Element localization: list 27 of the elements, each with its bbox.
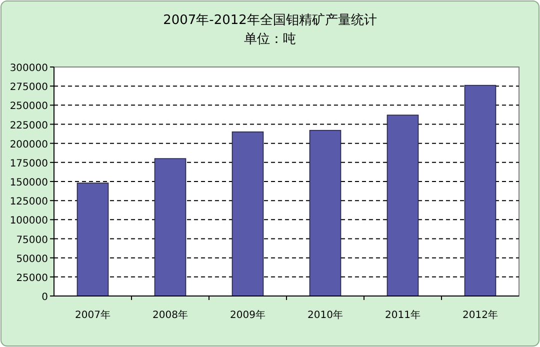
bar bbox=[309, 130, 342, 296]
x-tick-label: 2011年 bbox=[385, 309, 420, 321]
bar bbox=[232, 131, 264, 296]
x-tick-label: 2009年 bbox=[230, 309, 266, 321]
x-tick-label: 2007年 bbox=[75, 309, 110, 321]
y-tick-label: 225000 bbox=[10, 120, 48, 132]
chart-subtitle: 单位：吨 bbox=[244, 32, 296, 47]
y-tick-label: 0 bbox=[42, 292, 48, 303]
x-tick-label: 2012年 bbox=[462, 309, 498, 321]
y-tick-label: 275000 bbox=[10, 82, 48, 94]
y-tick-label: 125000 bbox=[10, 196, 48, 208]
bar bbox=[154, 158, 186, 296]
bar bbox=[386, 114, 419, 296]
y-tick-label: 175000 bbox=[10, 158, 48, 170]
chart-title: 2007年-2012年全国钼精矿产量统计 bbox=[163, 13, 377, 28]
y-tick-label: 25000 bbox=[16, 272, 48, 284]
bar bbox=[76, 182, 109, 296]
y-tick-label: 100000 bbox=[10, 216, 48, 227]
x-tick-label: 2010年 bbox=[308, 309, 343, 321]
x-tick-label: 2008年 bbox=[152, 309, 188, 321]
bar bbox=[464, 84, 496, 296]
y-tick-label: 150000 bbox=[10, 178, 48, 188]
y-tick-label: 75000 bbox=[16, 234, 48, 246]
y-tick-label: 200000 bbox=[10, 139, 48, 150]
y-tick-label: 250000 bbox=[10, 101, 48, 112]
y-tick-label: 300000 bbox=[10, 63, 48, 74]
y-tick-label: 50000 bbox=[16, 254, 48, 265]
